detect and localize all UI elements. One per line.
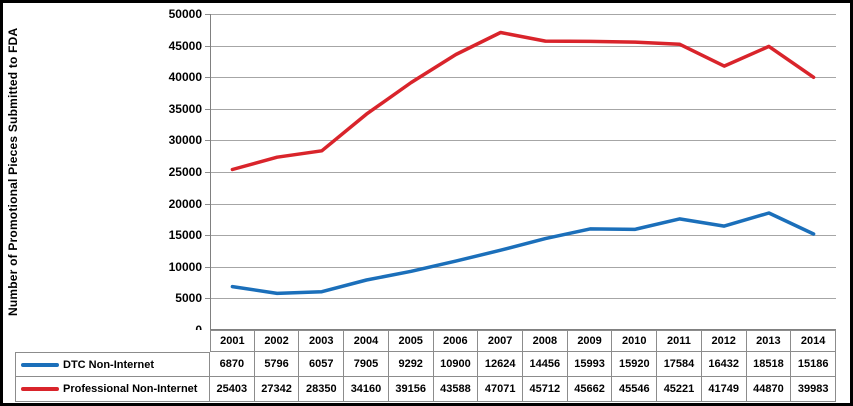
year-header-cell: 2007 [478, 330, 523, 352]
value-cell: 34160 [344, 377, 389, 402]
year-header-cell: 2013 [746, 330, 792, 352]
value-cell: 6870 [210, 352, 255, 377]
y-tick-label: 20000 [168, 196, 202, 211]
value-cell: 5796 [254, 352, 300, 377]
series-line-1 [230, 30, 816, 172]
y-tick-label: 25000 [168, 165, 202, 179]
year-header-cell: 2012 [701, 330, 747, 352]
value-cell: 45546 [612, 377, 658, 402]
y-tick-mark [205, 45, 210, 47]
y-tick-mark [205, 298, 210, 300]
data-table-with-legend-keys: 2001 2002 2003 2004 2005 2006 2007 2008 2009 2010… [15, 330, 836, 402]
y-tick-label: 45000 [168, 38, 202, 53]
line-chart-canvas [210, 14, 836, 330]
value-cell: 15186 [791, 352, 836, 377]
value-cell: 15993 [567, 352, 613, 377]
value-cell: 15920 [612, 352, 658, 377]
legend-line-key [21, 387, 59, 391]
year-header-cell: 2014 [791, 330, 836, 352]
value-cell: 10900 [433, 352, 479, 377]
y-tick-label: 10000 [168, 259, 202, 274]
y-tick-mark [205, 140, 210, 142]
legend-series-label: DTC Non-Internet [63, 358, 155, 371]
value-cell: 39156 [388, 377, 434, 402]
year-header-cell: 2002 [254, 330, 300, 352]
value-cell: 25403 [210, 377, 255, 402]
value-cell: 43588 [433, 377, 479, 402]
y-tick-mark [205, 172, 210, 173]
value-cell: 45662 [567, 377, 613, 402]
y-axis-title: Number of Promotional Pieces Submitted t… [6, 27, 20, 317]
year-header-cell: 2001 [210, 330, 255, 352]
year-header-cell: 2006 [433, 330, 479, 352]
series-line-0 [230, 211, 816, 296]
value-cell: 12624 [478, 352, 523, 377]
y-tick-label: 35000 [168, 101, 202, 116]
value-cell: 6057 [299, 352, 345, 377]
y-tick-label: 30000 [168, 133, 202, 148]
plot-area [210, 14, 836, 330]
legend-line-key [21, 362, 59, 367]
table-corner-blank [15, 330, 210, 352]
y-tick-label: 5000 [175, 291, 202, 306]
value-cell: 16432 [701, 352, 747, 377]
value-cell: 39983 [791, 377, 836, 402]
legend-cell: DTC Non-Internet [15, 352, 210, 377]
legend-series-label: Professional Non-Internet [63, 383, 198, 395]
value-cell: 27342 [254, 377, 300, 402]
value-cell: 41749 [701, 377, 747, 402]
value-cell: 28350 [299, 377, 345, 402]
year-header-cell: 2008 [523, 330, 568, 352]
value-cell: 17584 [657, 352, 702, 377]
y-tick-mark [205, 266, 210, 268]
value-cell: 45221 [657, 377, 702, 402]
year-header-cell: 2003 [299, 330, 345, 352]
value-cell: 45712 [523, 377, 568, 402]
y-tick-label: 40000 [168, 70, 202, 85]
y-tick-mark [205, 235, 210, 237]
value-cell: 7905 [344, 352, 389, 377]
year-header-cell: 2005 [388, 330, 434, 352]
legend-cell: Professional Non-Internet [15, 377, 210, 402]
value-cell: 18518 [746, 352, 792, 377]
year-header-cell: 2004 [344, 330, 389, 352]
y-tick-label: 15000 [168, 228, 202, 243]
y-tick-mark [205, 77, 210, 79]
value-cell: 14456 [523, 352, 568, 377]
value-cell: 44870 [746, 377, 792, 402]
y-tick-mark [205, 14, 210, 15]
y-axis-tick-labels: 50000 45000 40000 35000 30000 25000 20000 15000… [133, 3, 210, 343]
y-tick-mark [205, 203, 210, 205]
value-cell: 9292 [388, 352, 434, 377]
year-header-cell: 2009 [567, 330, 613, 352]
year-header-cell: 2011 [657, 330, 702, 352]
y-tick-mark [205, 108, 210, 110]
year-header-cell: 2010 [612, 330, 658, 352]
y-tick-label: 50000 [168, 7, 202, 21]
value-cell: 47071 [478, 377, 523, 402]
